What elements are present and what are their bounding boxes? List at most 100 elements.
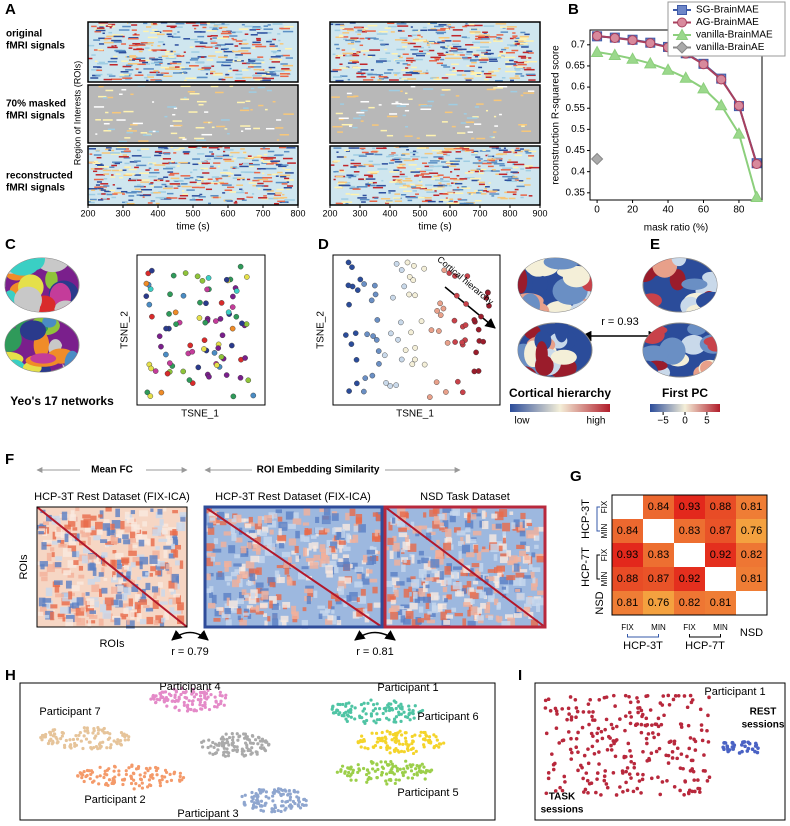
decor — [443, 66, 451, 68]
decor — [106, 73, 113, 76]
decor — [360, 73, 364, 76]
decor — [498, 54, 502, 57]
decor — [105, 89, 114, 92]
decor — [476, 168, 481, 171]
decor — [174, 66, 180, 68]
decor — [68, 535, 75, 543]
decor — [178, 147, 185, 149]
decor — [280, 69, 292, 72]
decor — [346, 66, 350, 69]
decor — [350, 37, 359, 39]
decor — [157, 179, 160, 182]
decor — [210, 556, 216, 562]
decor — [191, 51, 200, 53]
decor — [345, 533, 350, 542]
decor — [75, 607, 85, 616]
decor — [277, 49, 281, 52]
decor — [685, 754, 689, 759]
decor — [269, 600, 273, 609]
decor — [506, 191, 517, 193]
decor — [128, 550, 137, 556]
decor — [37, 561, 43, 566]
decor — [418, 36, 422, 38]
decor — [347, 709, 352, 713]
decor — [128, 178, 131, 180]
decor — [448, 103, 458, 106]
decor — [428, 162, 438, 164]
decor — [114, 45, 117, 47]
decor — [338, 576, 347, 583]
decor — [375, 74, 383, 76]
decor — [105, 773, 109, 777]
decor — [111, 39, 122, 42]
decor — [240, 171, 252, 173]
decor — [272, 51, 277, 54]
decor — [64, 738, 68, 743]
decor — [438, 54, 447, 56]
decor — [272, 618, 278, 628]
decor — [311, 542, 319, 549]
decor — [700, 738, 705, 743]
decor — [396, 48, 405, 51]
decor — [389, 79, 399, 81]
y-axis-label: TSNE_2 — [120, 311, 131, 349]
decor — [660, 780, 665, 784]
decor — [524, 556, 530, 560]
decor — [159, 49, 167, 51]
decor — [154, 169, 159, 171]
decor — [155, 150, 163, 153]
decor — [337, 531, 345, 540]
decor — [456, 186, 460, 189]
decor — [394, 200, 403, 202]
decor — [445, 148, 456, 151]
decor — [224, 128, 228, 130]
decor — [97, 62, 108, 65]
decor — [122, 193, 126, 195]
decor — [576, 768, 580, 773]
decor — [70, 510, 75, 518]
decor — [95, 150, 100, 152]
decor — [152, 101, 155, 103]
decor — [134, 160, 141, 162]
decor — [230, 151, 240, 154]
decor — [360, 101, 370, 103]
decor — [453, 51, 464, 54]
decor — [168, 599, 173, 605]
panel-frame — [19, 682, 496, 821]
decor — [219, 521, 227, 526]
decor — [470, 599, 475, 605]
decor — [247, 155, 252, 157]
decor — [64, 524, 71, 530]
decor — [340, 764, 345, 768]
decor — [215, 154, 224, 157]
decor — [370, 69, 374, 71]
decor — [604, 782, 609, 786]
decor — [67, 572, 75, 578]
decor — [291, 611, 299, 619]
decor — [415, 764, 419, 768]
decor — [291, 550, 297, 555]
decor — [635, 696, 639, 700]
decor — [367, 24, 378, 27]
decor — [402, 609, 407, 618]
decor — [464, 598, 473, 606]
decor — [230, 393, 237, 400]
decor — [124, 772, 129, 777]
decor — [252, 74, 262, 77]
decor — [431, 605, 439, 613]
decor — [449, 202, 461, 204]
participant-label: Participant 2 — [84, 794, 145, 806]
decor — [173, 550, 179, 558]
decor — [586, 702, 591, 706]
decor — [132, 34, 140, 36]
decor — [342, 28, 354, 30]
cell-label: 0.82 — [679, 597, 700, 609]
decor — [122, 169, 127, 171]
decor — [189, 38, 198, 41]
decor — [99, 186, 107, 188]
decor — [279, 174, 291, 177]
decor — [204, 506, 383, 628]
decor — [363, 163, 373, 166]
decor — [479, 46, 490, 48]
decor — [71, 585, 80, 592]
